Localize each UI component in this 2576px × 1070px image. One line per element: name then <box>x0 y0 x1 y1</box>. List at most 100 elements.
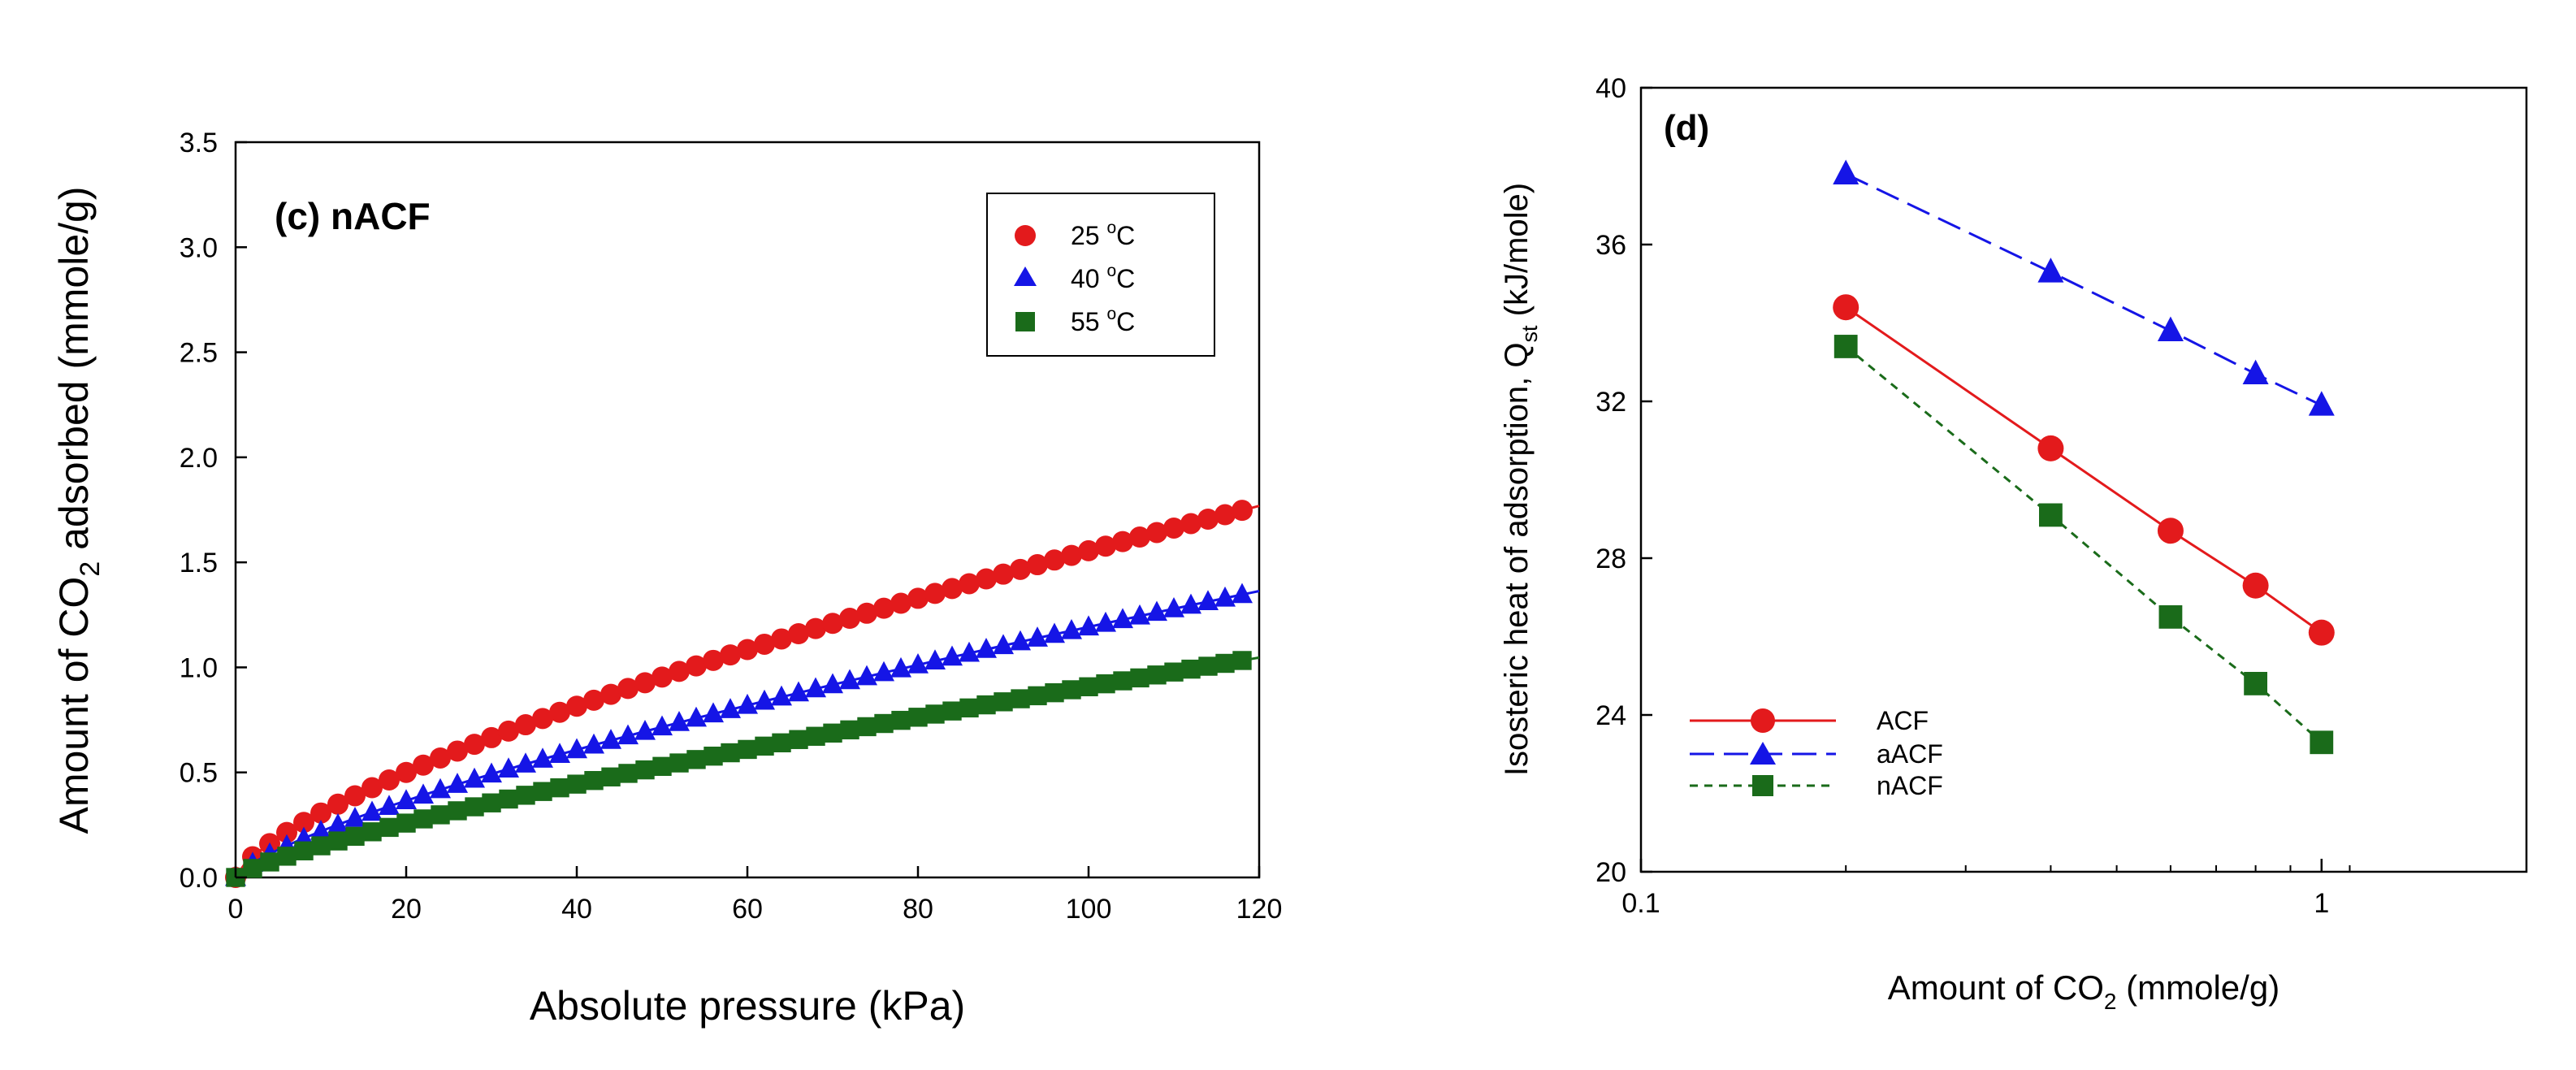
chart-d-point-nACF <box>2039 503 2063 527</box>
chart-c-point-1 <box>976 638 997 658</box>
chart-c-point-1 <box>430 778 451 799</box>
chart-c-point-1 <box>464 767 485 788</box>
chart-c-point-1 <box>600 729 621 749</box>
chart-c-point-0 <box>686 655 707 677</box>
chart-c-point-2 <box>1164 662 1184 682</box>
chart-c-point-1 <box>566 738 587 759</box>
chart-c-legend: 25 oC 40 oC 55 oC <box>986 193 1215 357</box>
chart-c-point-2 <box>482 793 501 812</box>
chart-d-ylabel: Isosteric heat of adsorption, Qst (kJ/mo… <box>1499 183 1542 776</box>
chart-c-point-2 <box>1113 671 1132 691</box>
chart-d-point-aACF <box>2157 316 2184 341</box>
chart-d-point-aACF <box>2037 258 2064 283</box>
chart-c-point-0 <box>396 761 417 783</box>
chart-c-point-0 <box>1197 508 1219 530</box>
chart-c-point-0 <box>942 578 963 600</box>
chart-c-point-0 <box>1112 531 1133 552</box>
chart-c-point-1 <box>737 693 758 714</box>
chart-c-point-2 <box>277 847 297 866</box>
chart-c-point-2 <box>413 809 433 829</box>
chart-c-point-0 <box>634 672 656 694</box>
chart-d-ticks: 0.1 1 20 24 28 32 36 40 <box>1595 73 2351 919</box>
chart-c-point-0 <box>344 785 366 807</box>
chart-c-point-0 <box>464 734 485 756</box>
chart-c-point-0 <box>1010 558 1031 580</box>
chart-c-point-2 <box>1198 656 1218 676</box>
chart-c-point-0 <box>873 597 894 619</box>
chart-c-point-1 <box>720 698 741 718</box>
chart-c-point-2 <box>686 750 706 769</box>
chart-c-point-0 <box>1044 549 1065 571</box>
chart-c-point-1 <box>379 795 400 815</box>
chart-c-point-2 <box>362 822 382 842</box>
chart-c-point-1 <box>549 743 570 764</box>
chart-c-point-2 <box>908 708 928 727</box>
chart-d-point-aACF <box>2308 391 2335 416</box>
chart-c-point-2 <box>942 701 962 721</box>
chart-c-point-2 <box>379 817 399 838</box>
chart-c-point-1 <box>942 645 963 666</box>
chart-c-ytick-label: 1.0 <box>180 652 218 683</box>
chart-c-point-2 <box>1096 674 1115 694</box>
legend-marker-aacf <box>1750 742 1776 765</box>
chart-c-point-0 <box>788 623 809 645</box>
chart-c-point-0 <box>276 821 297 843</box>
chart-d-plot-frame <box>1639 86 2528 873</box>
chart-c-point-1 <box>413 783 434 804</box>
chart-c-point-2 <box>618 764 638 783</box>
chart-c-ytick-label: 2.5 <box>180 338 218 369</box>
chart-c-point-2 <box>772 733 791 752</box>
chart-c-point-0 <box>1163 517 1184 539</box>
chart-d-point-ACF <box>2242 572 2269 599</box>
chart-c-point-2 <box>1181 659 1201 679</box>
chart-c-point-2 <box>1079 677 1098 696</box>
legend-marker-25c <box>1015 225 1036 246</box>
chart-c-point-1 <box>498 757 519 778</box>
chart-c-point-0 <box>720 644 741 666</box>
chart-c-point-0 <box>515 714 536 736</box>
chart-c-point-2 <box>891 710 911 730</box>
chart-c-point-0 <box>839 608 860 630</box>
chart-c-point-1 <box>686 706 707 727</box>
chart-c-point-2 <box>1215 653 1235 674</box>
chart-c-point-2 <box>260 852 279 872</box>
chart-c-point-1 <box>754 689 775 710</box>
chart-c-point-2 <box>431 805 450 825</box>
chart-c-point-1 <box>1163 597 1184 617</box>
chart-c-ytick-label: 3.0 <box>180 232 218 263</box>
chart-c-point-2 <box>516 786 535 805</box>
chart-c-point-1 <box>1214 586 1236 607</box>
chart-d-point-ACF <box>1833 294 1859 321</box>
chart-c-point-2 <box>738 739 757 760</box>
chart-c-point-0 <box>959 573 980 595</box>
chart-c-point-2 <box>1232 651 1252 670</box>
chart-d-xlabel: Amount of CO2 (mmole/g) <box>1888 968 2279 1014</box>
chart-d-point-nACF <box>1834 335 1858 358</box>
chart-c-point-0 <box>856 602 877 624</box>
chart-d-point-nACF <box>2158 604 2183 629</box>
chart-c-xtick-label: 80 <box>903 894 933 925</box>
chart-c-title: (c) nACF <box>275 195 431 237</box>
chart-c-ytick-label: 3.5 <box>180 128 218 158</box>
chart-c-point-2 <box>721 743 740 763</box>
chart-c-point-1 <box>1232 583 1253 604</box>
chart-c-point-1 <box>993 634 1014 655</box>
chart-c-point-2 <box>823 723 842 743</box>
chart-c-series <box>225 500 1260 888</box>
chart-c-point-1 <box>1078 615 1099 636</box>
chart-c-point-1 <box>652 715 673 736</box>
legend-label-40c: 40 oC <box>1071 262 1135 293</box>
chart-c-point-2 <box>601 767 621 786</box>
chart-c-point-0 <box>737 639 758 661</box>
legend-label-55c: 55 oC <box>1071 305 1135 336</box>
chart-d-point-aACF <box>1833 159 1859 184</box>
chart-c-point-0 <box>822 613 843 635</box>
chart-d-point-nACF <box>2310 730 2334 755</box>
chart-c-ticks: 0 20 40 60 80 100 120 0.0 0.5 1.0 1.5 2.0 2.5 3.0 3.5 <box>180 128 1283 925</box>
chart-d-ytick-label: 28 <box>1595 544 1626 574</box>
chart-c-point-1 <box>327 812 349 834</box>
chart-c-point-0 <box>771 628 792 650</box>
chart-c-point-1 <box>481 762 502 783</box>
chart-d-ytick-label: 40 <box>1595 73 1626 104</box>
chart-c-point-1 <box>1044 622 1065 643</box>
